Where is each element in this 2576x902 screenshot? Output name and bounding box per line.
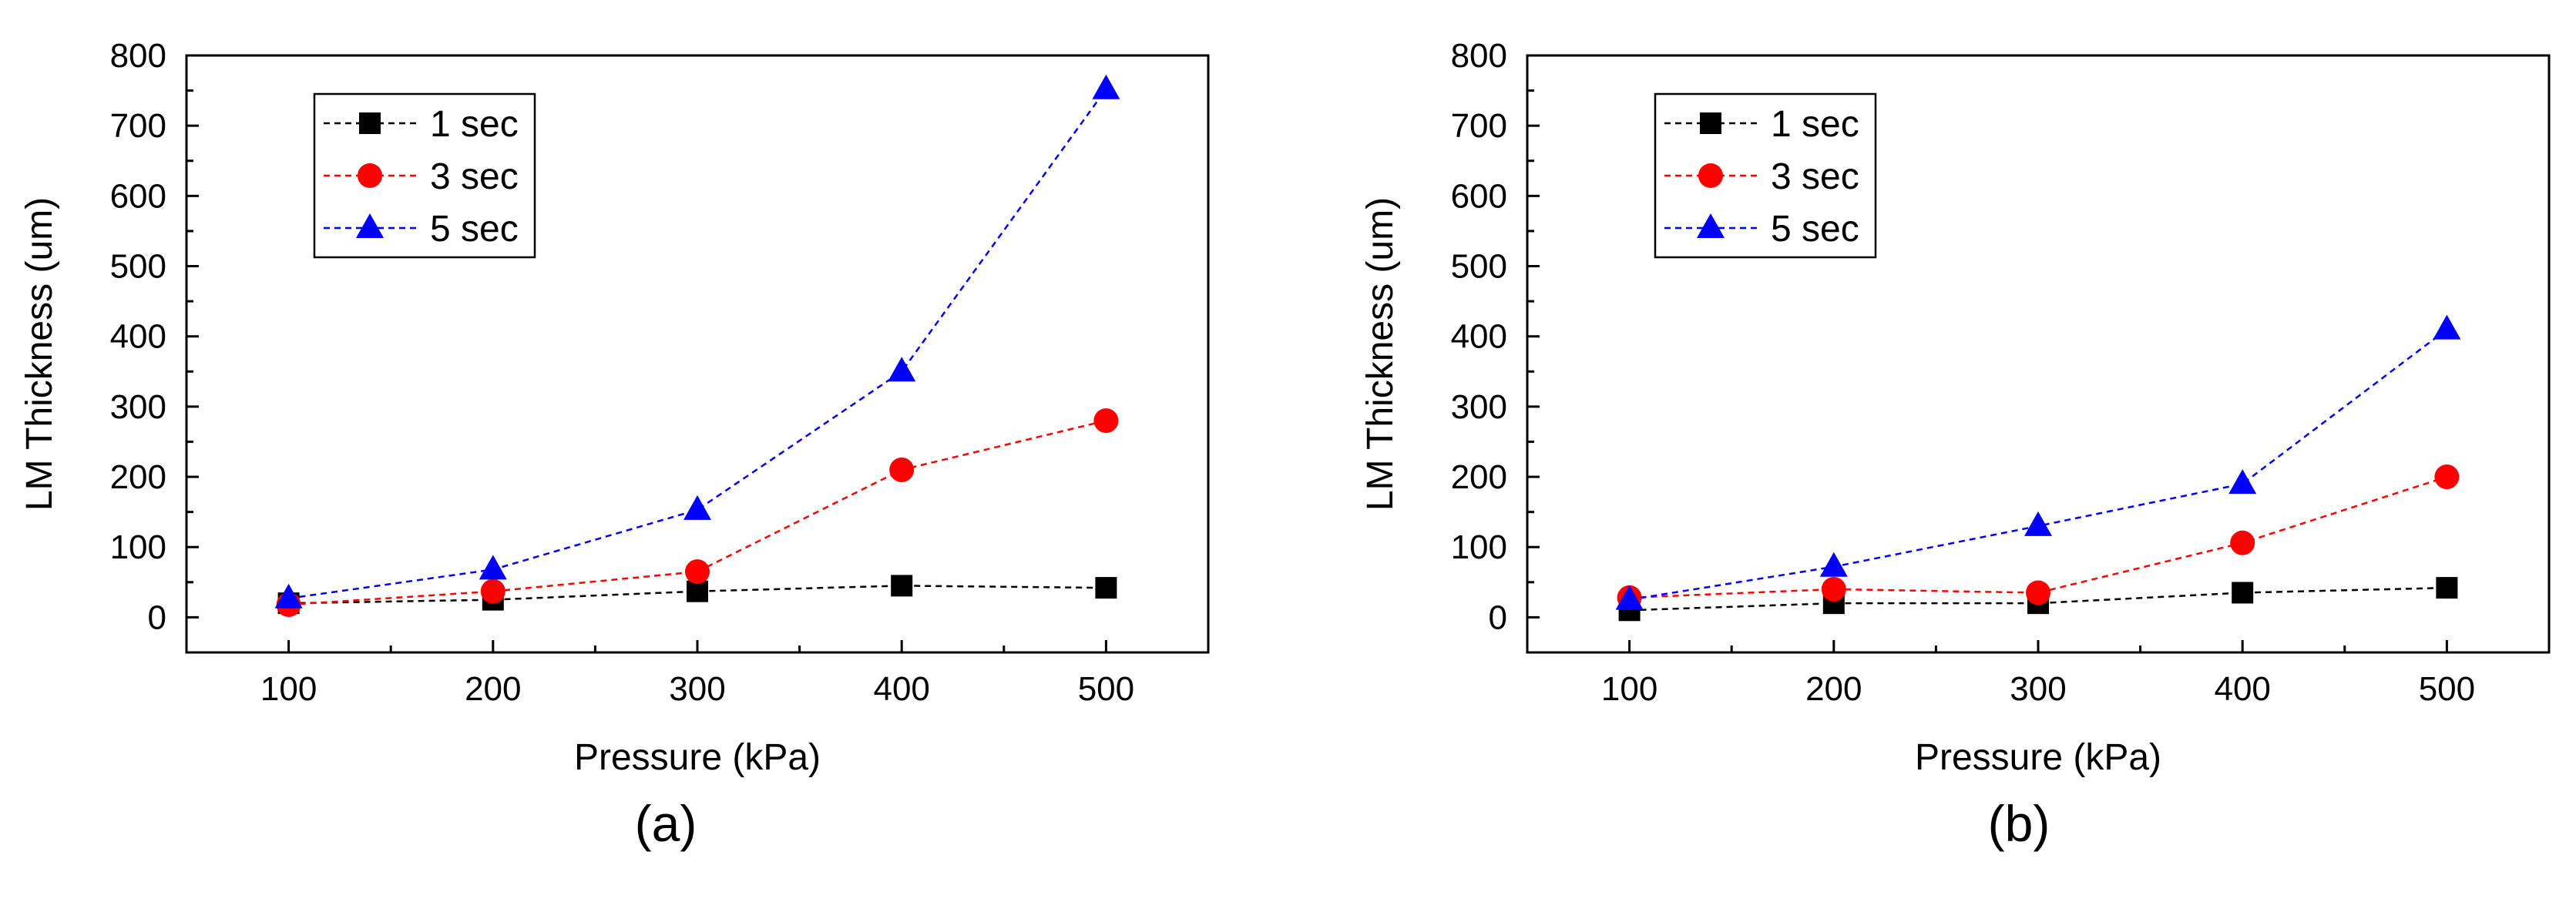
legend-marker bbox=[1700, 112, 1721, 134]
legend: 1 sec 3 sec 5 sec bbox=[313, 92, 536, 259]
series-line bbox=[1629, 475, 2447, 599]
data-point bbox=[274, 583, 303, 609]
data-point bbox=[683, 495, 711, 520]
legend-marker bbox=[1697, 213, 1725, 238]
data-point bbox=[2434, 464, 2460, 490]
x-axis-title: Pressure (kPa) bbox=[574, 737, 821, 778]
y-tick-label: 300 bbox=[1451, 388, 1507, 426]
legend-label: 1 sec bbox=[430, 104, 519, 145]
y-tick-label: 800 bbox=[1451, 37, 1507, 75]
data-point bbox=[889, 457, 915, 482]
data-point bbox=[2230, 530, 2255, 555]
legend-marker bbox=[356, 213, 384, 238]
y-tick-label: 200 bbox=[1451, 458, 1507, 496]
data-point bbox=[2024, 511, 2052, 536]
y-tick-label: 800 bbox=[110, 37, 166, 75]
data-point bbox=[2228, 469, 2257, 495]
y-tick-label: 700 bbox=[110, 107, 166, 145]
x-tick-label: 500 bbox=[2419, 670, 2475, 708]
legend-marker bbox=[358, 163, 382, 188]
legend-marker bbox=[359, 112, 381, 134]
series-circle bbox=[1617, 464, 2460, 610]
data-point bbox=[1093, 408, 1119, 434]
chart-panel-2: 100 200 300 400 500 0 100 200 300 400 500 600 700 800… bbox=[1360, 37, 2551, 852]
legend-label: 3 sec bbox=[430, 156, 519, 197]
y-tick-label: 600 bbox=[1451, 177, 1507, 215]
data-point bbox=[687, 580, 708, 602]
y-tick-label: 400 bbox=[1451, 318, 1507, 356]
x-tick-label: 100 bbox=[1601, 670, 1657, 708]
x-tick-label: 100 bbox=[260, 670, 317, 708]
x-tick-label: 200 bbox=[1805, 670, 1862, 708]
x-tick-label: 300 bbox=[669, 670, 725, 708]
legend-label: 1 sec bbox=[1771, 104, 1859, 145]
data-point bbox=[891, 575, 913, 597]
legend: 1 sec 3 sec 5 sec bbox=[1654, 92, 1877, 259]
series-triangle bbox=[274, 74, 1120, 609]
y-tick-label: 600 bbox=[110, 177, 166, 215]
y-tick-label: 100 bbox=[1451, 528, 1507, 566]
data-point bbox=[480, 578, 505, 604]
x-tick-label: 300 bbox=[2010, 670, 2066, 708]
y-tick-label: 0 bbox=[1489, 599, 1507, 636]
series-triangle bbox=[1615, 314, 2461, 610]
legend-marker bbox=[1698, 163, 1723, 188]
data-point bbox=[2026, 580, 2050, 605]
x-axis-title: Pressure (kPa) bbox=[1915, 737, 2161, 778]
data-point bbox=[1092, 74, 1120, 99]
series-line bbox=[1629, 586, 2447, 612]
data-point bbox=[1819, 552, 1848, 577]
panel-label: (a) bbox=[635, 795, 697, 852]
y-tick-label: 400 bbox=[110, 318, 166, 356]
data-point bbox=[2232, 582, 2254, 604]
x-tick-label: 200 bbox=[465, 670, 521, 708]
data-point bbox=[685, 559, 710, 585]
series-line bbox=[1629, 328, 2448, 601]
y-axis-title: LM Thickness (um) bbox=[19, 197, 60, 511]
data-point bbox=[1615, 585, 1644, 610]
legend-label: 3 sec bbox=[1771, 156, 1859, 197]
chart-panel-1: 100 200 300 400 500 0 100 200 300 400 500 600 700 800… bbox=[19, 37, 1210, 852]
y-tick-label: 0 bbox=[148, 599, 166, 636]
data-point bbox=[1821, 576, 1846, 602]
data-point bbox=[2436, 577, 2458, 599]
legend-label: 5 sec bbox=[1771, 209, 1859, 250]
y-tick-label: 500 bbox=[1451, 248, 1507, 286]
x-tick-label: 500 bbox=[1078, 670, 1134, 708]
panel-label: (b) bbox=[1988, 795, 2050, 852]
series-line bbox=[288, 585, 1107, 605]
x-tick-label: 400 bbox=[2214, 670, 2270, 708]
y-axis-title: LM Thickness (um) bbox=[1360, 197, 1401, 511]
data-point bbox=[1095, 577, 1117, 599]
y-tick-label: 500 bbox=[110, 248, 166, 286]
y-tick-label: 300 bbox=[110, 388, 166, 426]
series-line bbox=[288, 89, 1107, 600]
legend-label: 5 sec bbox=[430, 209, 519, 250]
y-tick-label: 700 bbox=[1451, 107, 1507, 145]
x-tick-label: 400 bbox=[873, 670, 929, 708]
data-point bbox=[888, 357, 916, 382]
y-tick-label: 100 bbox=[110, 528, 166, 566]
y-tick-label: 200 bbox=[110, 458, 166, 496]
data-point bbox=[479, 555, 507, 580]
data-point bbox=[2433, 314, 2461, 340]
